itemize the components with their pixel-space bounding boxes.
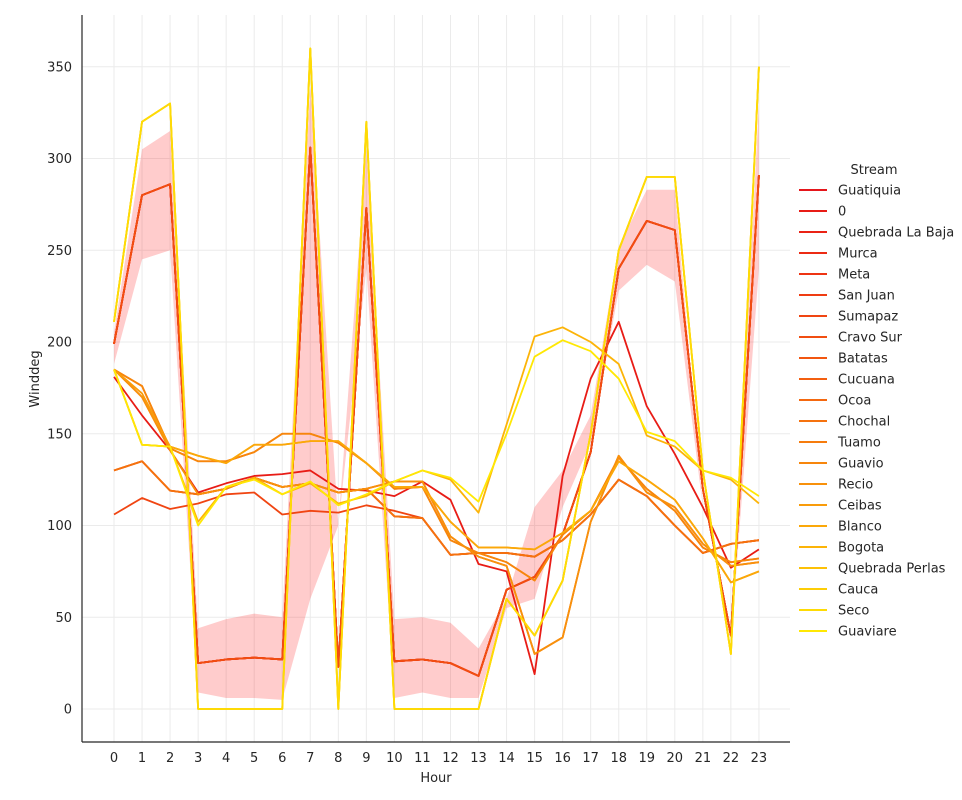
legend: Stream Guatiquia 0 Quebrada La Baja Murca Me… bbox=[799, 163, 954, 640]
y-tick-label: 50 bbox=[55, 611, 72, 626]
legend-label: Quebrada Perlas bbox=[838, 562, 946, 577]
y-tick-label: 0 bbox=[64, 703, 72, 718]
x-tick-label: 22 bbox=[723, 751, 740, 766]
x-tick-label: 19 bbox=[638, 751, 655, 766]
legend-label: Tuamo bbox=[837, 436, 881, 451]
series-line bbox=[113, 339, 760, 527]
series-line bbox=[113, 47, 760, 710]
x-tick-label: 12 bbox=[442, 751, 459, 766]
y-tick-label: 350 bbox=[47, 60, 72, 75]
y-tick-label: 100 bbox=[47, 519, 72, 534]
y-tick-label: 250 bbox=[47, 244, 72, 259]
x-tick-label: 5 bbox=[250, 751, 258, 766]
series-line bbox=[113, 47, 760, 710]
legend-title: Stream bbox=[850, 163, 897, 178]
x-axis-label: Hour bbox=[420, 771, 452, 786]
axes bbox=[81, 15, 790, 743]
series-line bbox=[113, 47, 760, 710]
x-tick-label: 6 bbox=[278, 751, 286, 766]
legend-label: Cucuana bbox=[838, 373, 895, 388]
y-tick-label: 300 bbox=[47, 152, 72, 167]
legend-label: Meta bbox=[838, 268, 870, 283]
legend-label: Guavio bbox=[838, 457, 884, 472]
legend-label: Murca bbox=[838, 247, 878, 262]
x-tick-label: 21 bbox=[695, 751, 712, 766]
x-tick-label: 16 bbox=[554, 751, 571, 766]
legend-label: Chochal bbox=[838, 415, 890, 430]
legend-label: Cravo Sur bbox=[838, 331, 903, 346]
legend-label: Ocoa bbox=[838, 394, 871, 409]
series-lines bbox=[113, 47, 760, 710]
x-tick-label: 10 bbox=[386, 751, 403, 766]
legend-label: Recio bbox=[838, 478, 873, 493]
legend-label: 0 bbox=[838, 205, 846, 220]
y-axis-label: Winddeg bbox=[28, 350, 43, 407]
y-tick-label: 150 bbox=[47, 427, 72, 442]
x-tick-label: 3 bbox=[194, 751, 202, 766]
x-tick-label: 14 bbox=[498, 751, 515, 766]
legend-label: San Juan bbox=[838, 289, 895, 304]
legend-label: Blanco bbox=[838, 520, 882, 535]
legend-label: Seco bbox=[838, 604, 869, 619]
x-tick-label: 13 bbox=[470, 751, 487, 766]
x-tick-label: 18 bbox=[610, 751, 627, 766]
legend-label: Bogota bbox=[838, 541, 884, 556]
y-tick-label: 200 bbox=[47, 336, 72, 351]
x-tick-label: 0 bbox=[110, 751, 118, 766]
series-line bbox=[113, 146, 760, 677]
x-tick-label: 15 bbox=[526, 751, 543, 766]
legend-label: Guaviare bbox=[838, 625, 897, 640]
legend-label: Quebrada La Baja bbox=[838, 226, 954, 241]
x-tick-label: 1 bbox=[138, 751, 146, 766]
y-tick-labels: 0 50 100 150 200 250 300 350 bbox=[47, 60, 72, 717]
x-tick-label: 9 bbox=[362, 751, 370, 766]
x-tick-label: 20 bbox=[667, 751, 684, 766]
legend-label: Sumapaz bbox=[838, 310, 898, 325]
x-tick-label: 4 bbox=[222, 751, 230, 766]
x-tick-labels: 0 1 2 3 4 5 6 7 8 9 10 11 12 13 14 15 16 17 18 19 20 21 22 23 bbox=[110, 751, 767, 766]
x-tick-label: 23 bbox=[751, 751, 768, 766]
x-tick-label: 11 bbox=[414, 751, 431, 766]
x-tick-label: 17 bbox=[582, 751, 599, 766]
x-tick-label: 8 bbox=[334, 751, 342, 766]
legend-label: Ceibas bbox=[838, 499, 882, 514]
legend-label: Guatiquia bbox=[838, 184, 901, 199]
series-line bbox=[113, 320, 760, 676]
legend-label: Batatas bbox=[838, 352, 888, 367]
x-tick-label: 7 bbox=[306, 751, 314, 766]
series-line bbox=[113, 369, 760, 584]
series-line bbox=[113, 368, 760, 655]
legend-label: Cauca bbox=[838, 583, 878, 598]
x-tick-label: 2 bbox=[166, 751, 174, 766]
